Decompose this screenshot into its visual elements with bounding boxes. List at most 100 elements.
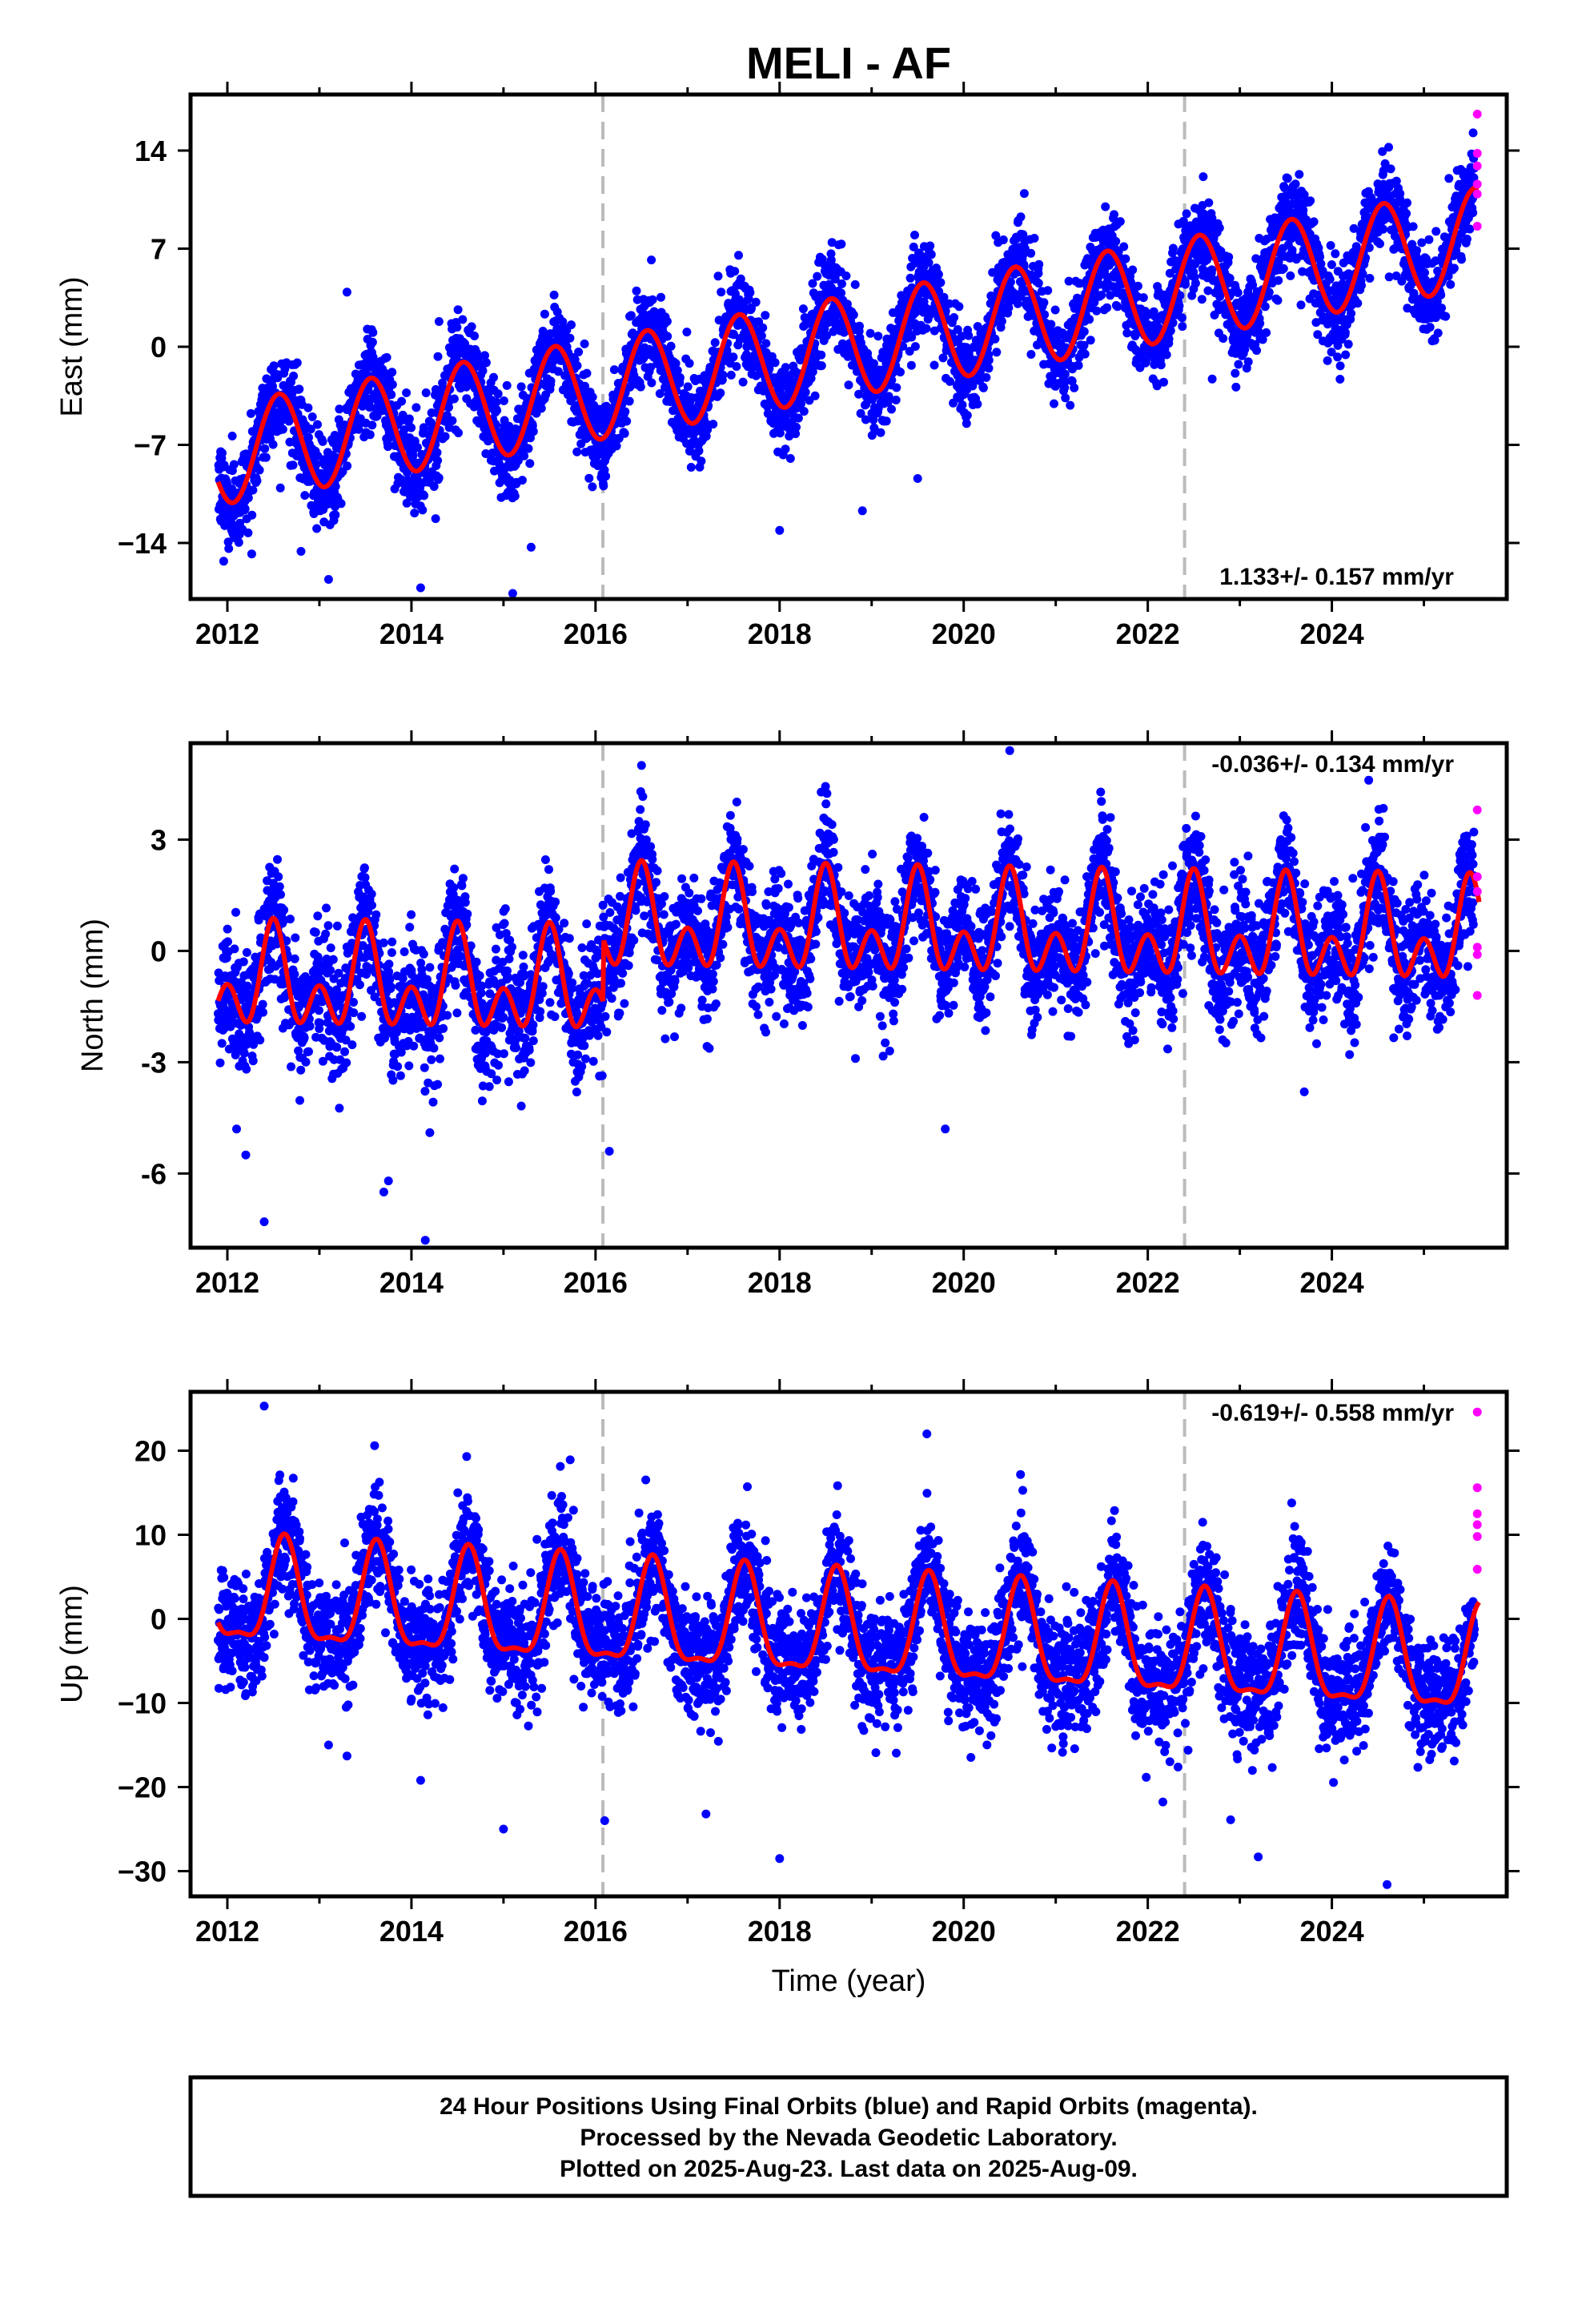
data-point <box>1156 360 1166 370</box>
data-point <box>1325 275 1335 284</box>
data-point <box>1326 241 1335 250</box>
data-point <box>440 432 450 441</box>
data-point <box>1295 170 1304 179</box>
data-point <box>622 416 632 426</box>
data-point <box>855 321 864 331</box>
data-point <box>227 432 237 440</box>
data-point <box>781 444 790 454</box>
y-tick-label: −7 <box>134 429 167 462</box>
data-point <box>304 432 313 442</box>
data-point <box>973 400 982 409</box>
data-point <box>223 924 232 934</box>
data-point <box>255 1035 265 1045</box>
data-point <box>565 333 575 343</box>
rapid-point <box>1472 110 1482 119</box>
data-point <box>454 428 463 437</box>
data-point <box>470 332 480 340</box>
data-point <box>229 460 239 469</box>
data-point <box>1034 259 1044 269</box>
data-point <box>984 364 994 373</box>
data-point <box>964 331 974 340</box>
data-point <box>1066 400 1075 410</box>
plot-contents <box>214 94 1480 599</box>
data-point <box>407 423 416 432</box>
data-point <box>801 388 810 397</box>
data-point <box>930 360 939 370</box>
data-point <box>865 328 875 338</box>
data-point <box>751 297 761 307</box>
data-point <box>261 452 271 462</box>
data-point <box>336 499 346 509</box>
outlier-point <box>296 547 306 556</box>
data-point <box>881 416 891 426</box>
data-point <box>1092 306 1102 316</box>
data-point <box>1080 349 1090 359</box>
data-point <box>489 372 498 382</box>
data-point <box>887 404 896 414</box>
data-point <box>307 501 316 510</box>
data-point <box>239 957 248 967</box>
data-point <box>770 358 780 368</box>
data-point <box>574 348 584 356</box>
data-point <box>252 476 262 485</box>
data-point <box>311 460 321 469</box>
data-point <box>1030 234 1039 243</box>
data-point <box>841 271 851 280</box>
data-point <box>984 356 994 365</box>
data-point <box>224 544 234 553</box>
data-point <box>567 320 576 330</box>
outlier-point <box>219 557 228 566</box>
data-point <box>549 290 559 300</box>
data-point <box>242 947 251 957</box>
data-point <box>1034 279 1043 288</box>
data-point <box>1182 209 1191 219</box>
data-point <box>732 362 741 372</box>
data-point <box>1121 254 1130 263</box>
data-point <box>418 505 428 515</box>
data-point <box>239 1048 249 1058</box>
data-point <box>934 270 943 279</box>
data-point <box>246 408 255 418</box>
rapid-point <box>1472 179 1482 189</box>
data-point <box>697 456 706 466</box>
data-point <box>1279 263 1288 273</box>
data-point <box>572 361 582 371</box>
data-point <box>798 304 808 314</box>
data-point <box>387 390 396 400</box>
data-point <box>666 341 676 351</box>
data-point <box>1086 336 1095 345</box>
data-point <box>656 292 665 302</box>
data-point <box>1026 350 1036 359</box>
data-point <box>1019 189 1029 199</box>
data-point <box>785 454 795 463</box>
data-point <box>757 331 766 340</box>
data-point <box>1333 352 1343 362</box>
data-point <box>584 473 594 483</box>
data-point <box>525 459 535 468</box>
data-point <box>552 324 562 333</box>
data-point <box>647 378 656 388</box>
data-point <box>449 394 459 404</box>
data-point <box>1191 279 1200 288</box>
data-point <box>849 310 858 320</box>
data-point <box>686 463 696 472</box>
data-point <box>1138 293 1148 303</box>
data-point <box>1365 274 1375 283</box>
data-point <box>1287 245 1297 255</box>
data-point <box>243 528 253 537</box>
data-point <box>1335 375 1345 384</box>
data-point <box>978 383 988 392</box>
data-point <box>896 368 905 377</box>
y-axis-label: East (mm) <box>55 276 89 416</box>
data-point <box>958 400 967 410</box>
rapid-point <box>1472 149 1482 158</box>
data-point <box>1379 224 1388 234</box>
data-point <box>493 389 503 399</box>
data-point <box>215 1058 225 1068</box>
data-point <box>792 422 801 432</box>
outlier-point <box>1207 374 1217 384</box>
data-point <box>954 302 964 312</box>
data-point <box>1050 399 1058 408</box>
data-point <box>910 231 919 239</box>
data-point <box>402 388 412 397</box>
